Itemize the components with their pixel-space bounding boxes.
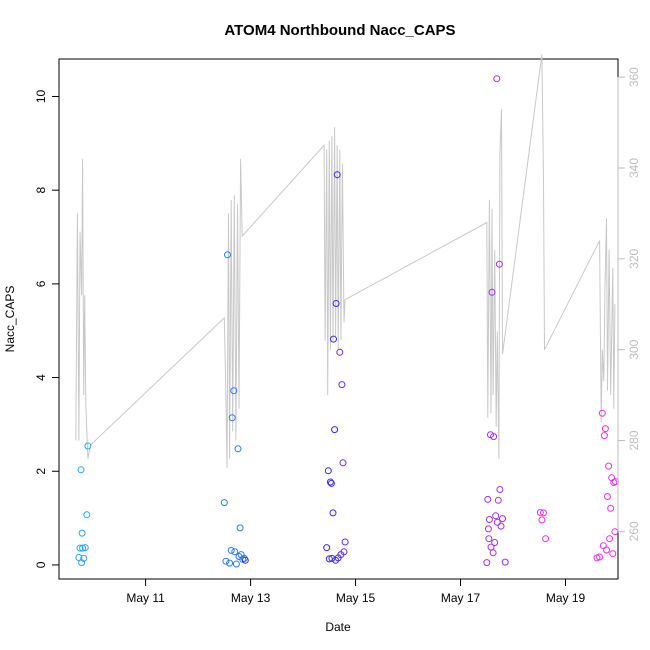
data-point [484,495,492,503]
data-point [497,522,505,530]
data-point [331,426,339,434]
data-point [485,535,493,543]
data-point [232,560,240,568]
y-tick-label: 2 [34,468,48,475]
data-point [536,509,544,516]
secondary-series-line [75,54,616,468]
data-point [81,544,89,552]
data-point [596,553,604,561]
data-point [330,335,337,343]
data-point [324,467,332,475]
data-point [493,518,501,526]
data-point [601,425,609,433]
data-point [605,462,613,470]
data-point [336,348,344,356]
data-point [489,549,497,557]
y2-tick-label: 280 [627,430,641,450]
data-point [327,479,335,487]
data-point [84,442,92,450]
data-point [606,535,614,543]
data-point [603,546,610,554]
data-point [325,555,333,563]
data-point [492,512,500,520]
data-point [494,496,502,504]
data-point [495,260,503,268]
data-point [332,300,340,307]
x-tick-label: May 17 [441,591,481,605]
data-point [78,529,86,537]
data-point [76,544,84,552]
data-point [598,409,606,417]
data-point [224,251,231,259]
data-point [80,554,88,562]
y-tick-label: 0 [34,561,48,568]
data-point [496,486,504,493]
secondary-line-layer [75,54,616,468]
data-point [485,516,493,523]
y-tick-label: 4 [34,374,48,381]
x-tick-label: May 15 [336,591,376,605]
y2-tick-label: 300 [627,339,641,359]
data-point [226,559,234,567]
data-point [484,525,492,533]
y-axis-label: Nacc_CAPS [3,286,17,353]
data-point [490,433,498,441]
chart-title: ATOM4 Northbound Nacc_CAPS [224,22,455,39]
data-point [79,544,87,552]
data-point [604,493,611,500]
data-point [83,511,91,519]
x-tick-label: May 11 [126,591,165,605]
data-point [493,75,501,83]
y2-tick-label: 320 [627,248,641,268]
data-point [236,524,244,532]
data-point [329,509,337,517]
data-point [77,466,85,474]
data-point [220,499,228,507]
data-point [609,550,617,558]
y-tick-label: 8 [34,187,48,194]
data-point [231,548,239,556]
data-point [600,432,608,440]
data-point [222,557,230,565]
y-tick-label: 10 [34,89,48,103]
x-axis-label: Date [325,620,351,634]
data-point [227,546,235,554]
data-point [542,535,550,543]
x-tick-label: May 19 [546,591,586,605]
data-point [228,414,236,422]
data-point [230,387,238,395]
data-point [338,381,346,389]
data-point [488,288,496,296]
data-point [323,544,331,552]
axes-layer: May 11 May 13 May 15 May 17 May 19 0 2 4 6 8 10 260… [34,67,641,605]
data-point [341,538,349,546]
x-tick-label: May 13 [231,591,271,605]
y-tick-label: 6 [34,280,48,287]
points-layer [75,75,619,568]
y2-tick-label: 340 [627,158,641,178]
data-point [333,171,341,179]
data-point [483,559,491,567]
data-point [326,478,334,486]
y2-tick-label: 260 [627,521,641,541]
data-point [241,556,249,564]
data-point [540,509,547,517]
data-point [499,515,506,523]
data-point [340,548,348,556]
data-point [501,558,509,566]
data-point [234,445,242,453]
data-point [538,516,546,524]
data-point [607,504,615,512]
data-point [78,559,86,567]
data-point [491,539,499,546]
data-point [611,528,619,536]
y2-tick-label: 360 [627,67,641,87]
data-point [599,542,607,550]
data-point [339,459,347,467]
